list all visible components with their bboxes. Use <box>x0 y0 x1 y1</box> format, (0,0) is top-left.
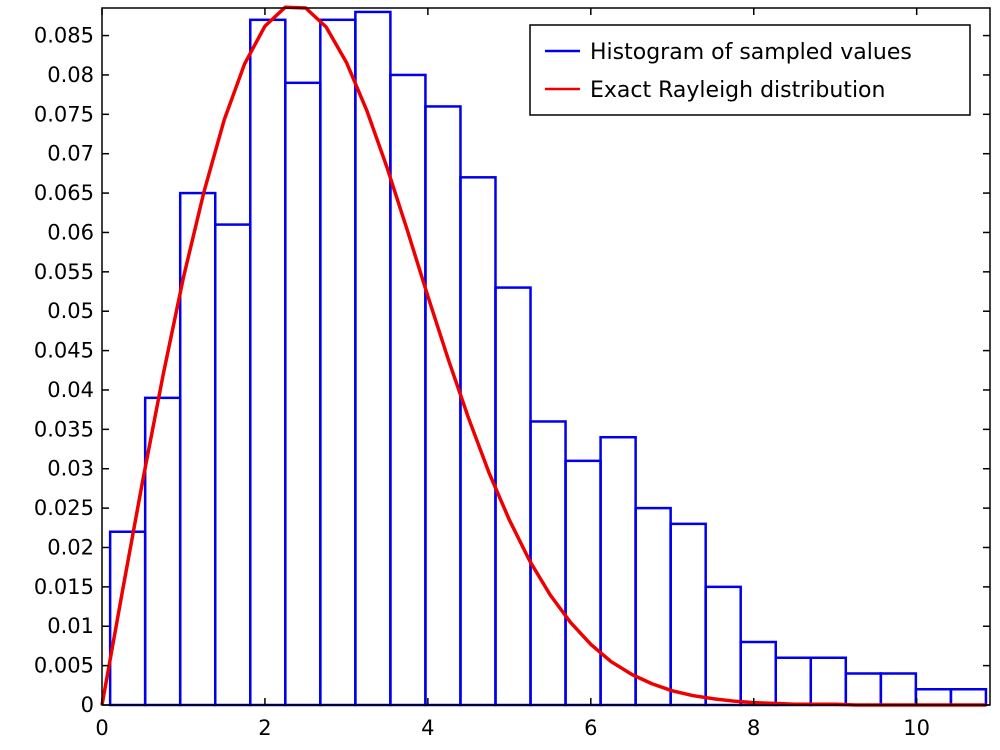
histogram-bar <box>844 672 883 707</box>
histogram-bar <box>284 81 322 707</box>
x-tick-label: 10 <box>903 716 930 740</box>
histogram-bar <box>949 687 988 707</box>
y-tick-label: 0.01 <box>47 614 94 638</box>
legend-label-curve: Exact Rayleigh distribution <box>590 78 885 103</box>
histogram-bar <box>914 687 953 707</box>
plot-frame <box>101 7 991 706</box>
histogram-bar <box>879 672 918 707</box>
x-tick-label: 8 <box>747 716 760 740</box>
legend-box <box>529 24 971 116</box>
y-tick-label: 0.015 <box>34 575 94 599</box>
y-tick-label: 0 <box>81 693 94 717</box>
y-tick-label: 0.08 <box>47 63 94 87</box>
histogram-bar <box>424 105 462 707</box>
histogram-bar <box>529 420 567 707</box>
y-tick-label: 0.02 <box>47 535 94 559</box>
y-tick-label: 0.025 <box>34 496 94 520</box>
histogram-bar <box>774 656 813 707</box>
y-tick-label: 0.045 <box>34 339 94 363</box>
y-tick-label: 0.065 <box>34 181 94 205</box>
histogram-bar <box>669 522 707 707</box>
histogram-bars <box>108 10 988 707</box>
rayleigh-curve <box>100 5 986 707</box>
histogram-bar <box>319 18 357 707</box>
histogram-bar <box>389 73 427 707</box>
histogram-bar <box>704 585 742 707</box>
x-tick-label: 2 <box>258 716 271 740</box>
y-tick-label: 0.03 <box>47 457 94 481</box>
histogram-bar <box>564 459 602 707</box>
y-tick-label: 0.055 <box>34 260 94 284</box>
histogram-bar <box>354 10 392 707</box>
histogram-bar <box>213 223 252 707</box>
y-tick-label: 0.005 <box>34 654 94 678</box>
y-tick-label: 0.035 <box>34 417 94 441</box>
rayleigh-curve-layer <box>100 5 986 707</box>
x-tick-label: 6 <box>584 716 597 740</box>
histogram-bar <box>739 640 777 707</box>
x-tick-label: 4 <box>421 716 434 740</box>
histogram-bar <box>634 506 672 707</box>
legend-label-histogram: Histogram of sampled values <box>590 40 912 65</box>
y-tick-label: 0.04 <box>47 378 94 402</box>
y-tick-label: 0.07 <box>47 142 94 166</box>
histogram-bar <box>249 18 287 707</box>
y-tick-label: 0.05 <box>47 299 94 323</box>
x-tick-label: 0 <box>95 716 108 740</box>
y-tick-label: 0.075 <box>34 102 94 126</box>
legend: Histogram of sampled values Exact Raylei… <box>529 24 971 116</box>
y-tick-label: 0.085 <box>34 24 94 48</box>
y-tick-label: 0.06 <box>47 220 94 244</box>
axes: 0 0.005 0.01 0.015 0.02 0.025 0.03 0.035 0.04 0.0… <box>34 7 991 740</box>
histogram-bar <box>809 656 848 707</box>
